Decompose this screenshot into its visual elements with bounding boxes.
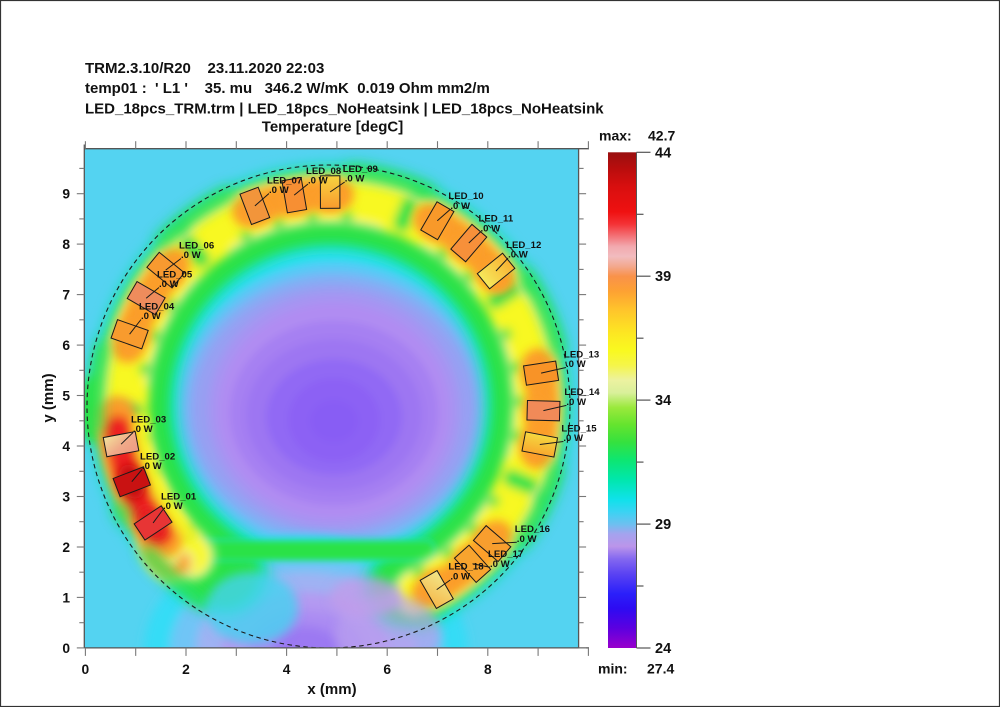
svg-text:x (mm): x (mm) (307, 681, 356, 698)
svg-text:min:: min: (598, 661, 628, 677)
svg-text:LED_05: LED_05 (157, 269, 193, 280)
svg-text:.0 W: .0 W (269, 185, 290, 196)
svg-text:.0 W: .0 W (159, 279, 180, 290)
svg-text:.0 W: .0 W (517, 534, 538, 545)
svg-text:.0 W: .0 W (508, 250, 529, 261)
svg-text:.0 W: .0 W (141, 311, 162, 322)
svg-text:.0 W: .0 W (450, 572, 471, 583)
svg-text:4: 4 (283, 662, 291, 677)
svg-text:LED_02: LED_02 (140, 451, 175, 462)
svg-text:2: 2 (62, 540, 70, 555)
svg-text:Temperature [degC]: Temperature [degC] (262, 119, 403, 136)
svg-text:.0 W: .0 W (450, 201, 471, 212)
svg-text:27.4: 27.4 (647, 661, 674, 677)
svg-text:8: 8 (484, 662, 492, 677)
svg-text:.0 W: .0 W (163, 501, 184, 512)
svg-text:2: 2 (182, 662, 190, 677)
svg-text:LED_03: LED_03 (131, 414, 166, 425)
svg-text:LED_07: LED_07 (267, 175, 302, 186)
svg-text:.0 W: .0 W (181, 250, 202, 261)
svg-text:1: 1 (62, 590, 70, 605)
svg-text:0: 0 (62, 641, 70, 656)
svg-text:3: 3 (62, 489, 70, 504)
svg-text:7: 7 (62, 288, 70, 303)
svg-text:0: 0 (82, 662, 90, 677)
svg-text:5: 5 (62, 388, 70, 403)
svg-text:LED_18pcs_TRM.trm | LED_18pcs_: LED_18pcs_TRM.trm | LED_18pcs_NoHeatsink… (85, 100, 604, 117)
svg-text:42.7: 42.7 (648, 128, 675, 144)
svg-text:LED_11: LED_11 (479, 214, 514, 225)
svg-text:LED_01: LED_01 (161, 491, 197, 502)
svg-text:LED_06: LED_06 (179, 240, 214, 251)
svg-text:.0 W: .0 W (490, 559, 511, 570)
svg-text:.0 W: .0 W (566, 359, 587, 370)
svg-text:LED_08: LED_08 (306, 166, 342, 177)
svg-text:LED_04: LED_04 (139, 301, 175, 312)
svg-text:34: 34 (655, 393, 671, 409)
svg-text:LED_12: LED_12 (506, 240, 541, 251)
svg-text:.0 W: .0 W (142, 461, 163, 472)
svg-text:.0 W: .0 W (563, 433, 584, 444)
svg-text:LED_16: LED_16 (515, 524, 550, 535)
svg-text:9: 9 (62, 187, 70, 202)
svg-text:.0 W: .0 W (345, 174, 366, 185)
svg-text:8: 8 (62, 237, 70, 252)
svg-text:LED_17: LED_17 (488, 549, 523, 560)
svg-text:4: 4 (62, 439, 70, 454)
svg-text:max:: max: (599, 128, 632, 144)
svg-text:LED_13: LED_13 (564, 349, 599, 360)
svg-text:LED_10: LED_10 (448, 191, 483, 202)
svg-text:.0 W: .0 W (133, 424, 154, 435)
svg-text:24: 24 (655, 641, 671, 657)
svg-text:6: 6 (383, 662, 391, 677)
svg-text:.0 W: .0 W (481, 224, 502, 235)
svg-text:44: 44 (655, 145, 671, 161)
svg-text:LED_18: LED_18 (448, 562, 484, 573)
svg-text:39: 39 (655, 269, 671, 285)
svg-text:LED_14: LED_14 (564, 387, 600, 398)
svg-text:.0 W: .0 W (566, 397, 587, 408)
svg-text:29: 29 (655, 517, 671, 533)
svg-text:LED_15: LED_15 (561, 423, 597, 434)
svg-text:temp01 : ' L1 ' 35. mu 3: temp01 : ' L1 ' 35. mu 346.2 W/mK 0.019 … (85, 80, 490, 97)
svg-text:6: 6 (62, 338, 70, 353)
svg-text:LED_09: LED_09 (343, 164, 378, 175)
svg-text:.0 W: .0 W (308, 176, 329, 187)
svg-text:TRM2.3.10/R20 23.11.2020 22: TRM2.3.10/R20 23.11.2020 22:03 (85, 60, 324, 77)
svg-text:y (mm): y (mm) (40, 373, 57, 422)
